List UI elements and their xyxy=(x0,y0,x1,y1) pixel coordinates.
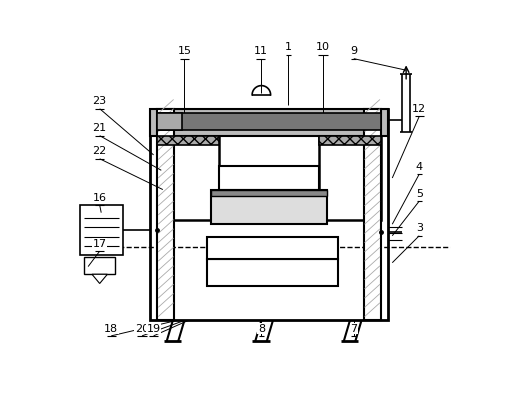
Bar xyxy=(157,113,182,130)
Text: 9: 9 xyxy=(350,46,357,56)
Bar xyxy=(207,237,337,259)
Bar xyxy=(218,166,319,190)
Text: 22: 22 xyxy=(92,146,106,156)
Bar xyxy=(319,136,380,220)
Text: 1: 1 xyxy=(284,43,291,53)
Text: 21: 21 xyxy=(93,123,106,133)
Text: 16: 16 xyxy=(93,193,106,203)
Bar xyxy=(84,257,115,274)
Text: 19: 19 xyxy=(146,324,160,334)
Bar xyxy=(80,205,123,255)
Text: 3: 3 xyxy=(415,223,422,233)
Bar xyxy=(157,136,218,145)
Bar xyxy=(211,190,326,196)
Bar xyxy=(157,136,218,220)
Text: 17: 17 xyxy=(93,239,106,249)
Text: 15: 15 xyxy=(177,46,191,56)
Text: 20: 20 xyxy=(135,324,149,334)
Text: 4: 4 xyxy=(415,162,422,172)
Polygon shape xyxy=(92,274,107,284)
Text: 23: 23 xyxy=(93,97,106,107)
Text: 8: 8 xyxy=(258,324,264,334)
Bar xyxy=(157,113,380,130)
Text: 7: 7 xyxy=(350,324,357,334)
Text: 5: 5 xyxy=(415,189,422,199)
Bar xyxy=(150,109,388,320)
Bar xyxy=(363,109,380,320)
Bar xyxy=(207,259,337,286)
Text: 18: 18 xyxy=(104,324,118,334)
Text: 12: 12 xyxy=(411,104,426,114)
Bar xyxy=(157,109,174,320)
Text: 10: 10 xyxy=(316,43,329,53)
Text: 11: 11 xyxy=(253,46,267,56)
Bar xyxy=(319,136,380,145)
Bar xyxy=(150,109,388,136)
Bar xyxy=(211,190,326,224)
